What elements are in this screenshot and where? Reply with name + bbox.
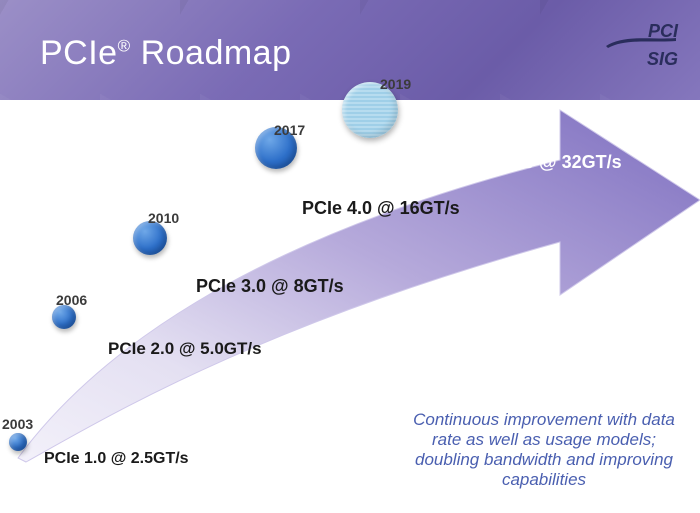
milestone-year: 2019 <box>380 76 411 92</box>
milestone-dot <box>52 305 76 329</box>
page-title: PCIe® Roadmap <box>40 34 292 73</box>
header-bar: PCIe® Roadmap <box>0 0 700 100</box>
milestone-year: 2003 <box>2 416 33 432</box>
milestone-label: PCIe 1.0 @ 2.5GT/s <box>44 450 189 468</box>
milestone-year: 2006 <box>56 292 87 308</box>
logo-line2: SIG <box>647 49 678 69</box>
caption-text: Continuous improvement with data rate as… <box>408 410 680 490</box>
slide-root: PCIe® Roadmap PCI SIG 2003 PCIe 1.0 @ 2.5… <box>0 0 700 513</box>
milestone-year: 2017 <box>274 122 305 138</box>
milestone-label: PCIe 4.0 @ 16GT/s <box>302 198 460 219</box>
logo-line1: PCI <box>648 21 678 41</box>
milestone-dot <box>9 433 27 451</box>
pci-sig-logo: PCI SIG <box>604 22 678 68</box>
roadmap-chart: 2003 PCIe 1.0 @ 2.5GT/s 2006 PCIe 2.0 @ 5.0… <box>0 100 700 513</box>
milestone-label: PCIe 3.0 @ 8GT/s <box>196 276 344 297</box>
milestone-label: PCIe 2.0 @ 5.0GT/s <box>108 339 262 359</box>
milestone-year: 2010 <box>148 210 179 226</box>
milestone-dot <box>133 221 167 255</box>
milestone-label: PCIe 5.0 @ 32GT/s <box>464 152 622 173</box>
